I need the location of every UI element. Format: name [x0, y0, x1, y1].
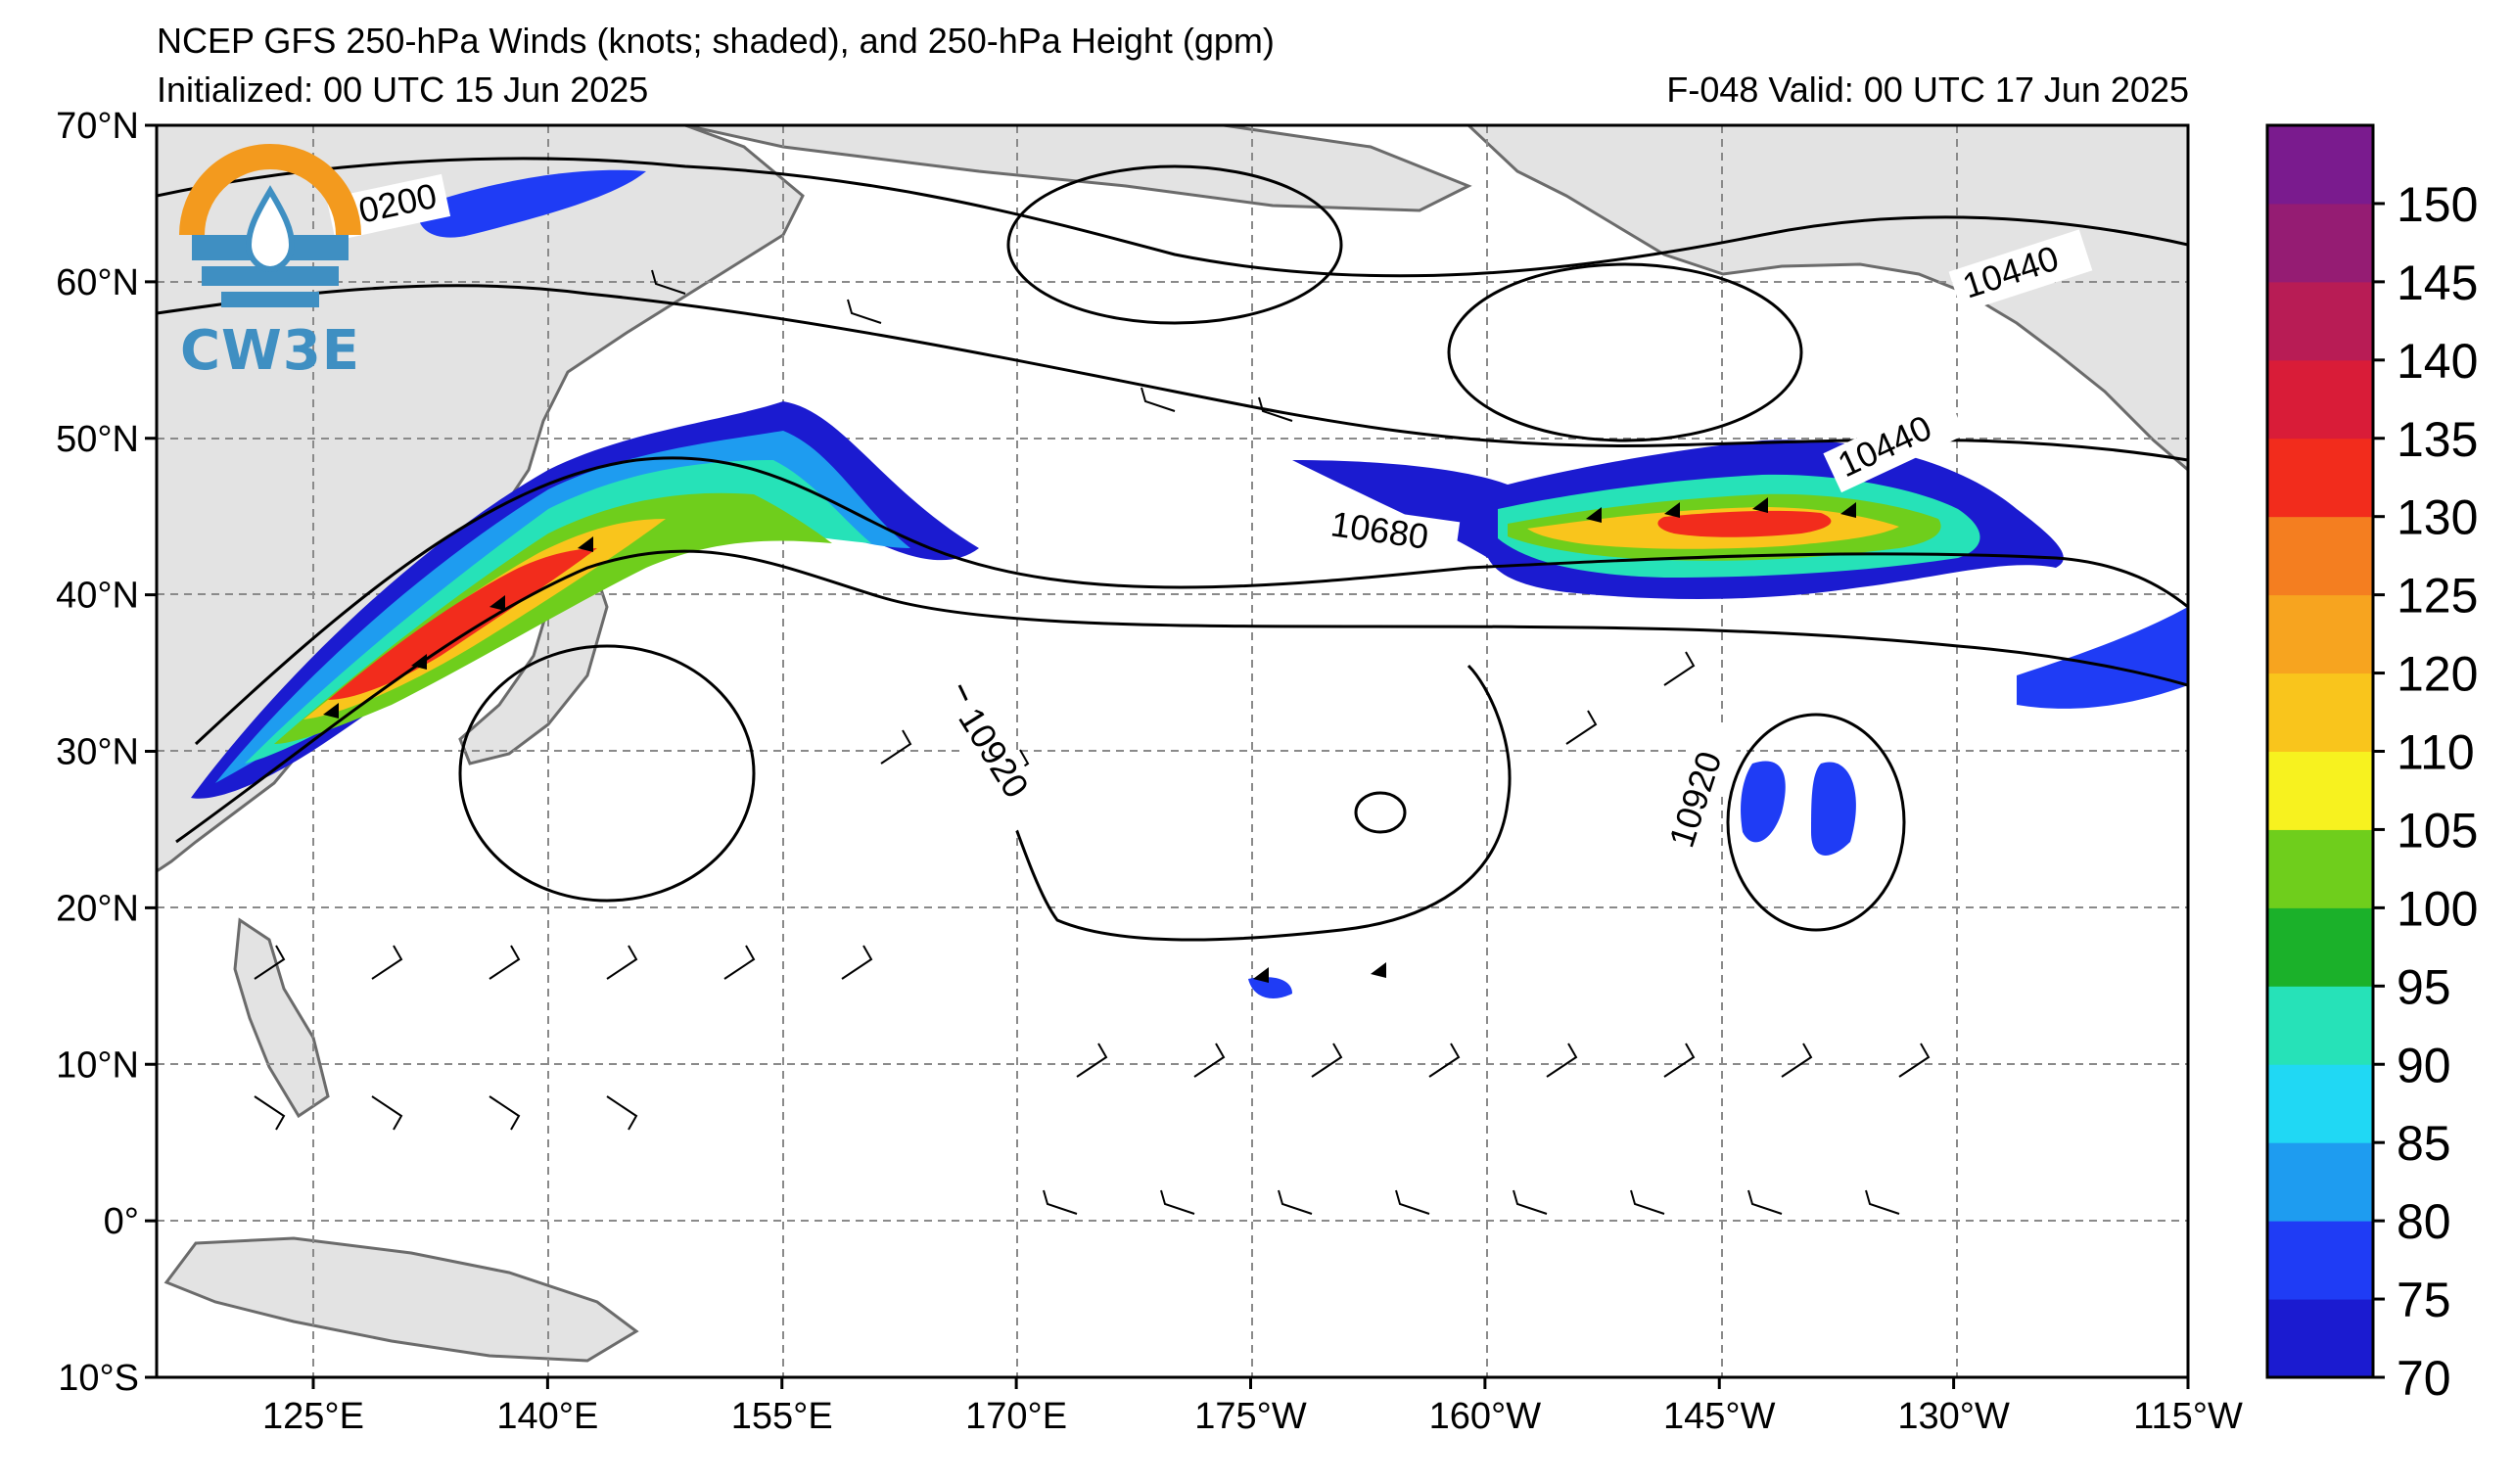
- y-tick-label: 20°N: [56, 888, 139, 929]
- colorbar-segment: [2267, 203, 2373, 283]
- colorbar-label: 110: [2397, 725, 2475, 780]
- colorbar-segment: [2267, 125, 2373, 205]
- x-tick-label: 170°E: [965, 1396, 1067, 1437]
- colorbar-label: 80: [2397, 1194, 2451, 1249]
- colorbar: 70 75 80 85 90 95 100 105 110 120 125 130 135 140 145 1…: [2265, 123, 2478, 1406]
- y-tick-label: 50°N: [56, 419, 139, 460]
- colorbar-segment: [2267, 751, 2373, 830]
- chart-title: NCEP GFS 250-hPa Winds (knots; shaded), …: [157, 21, 1275, 61]
- y-tick-label: 40°N: [56, 576, 139, 617]
- jet-shading-small: [418, 169, 1292, 998]
- y-tick-label: 0°: [104, 1201, 139, 1242]
- y-tick-label: 70°N: [56, 106, 139, 147]
- wind-flags: [323, 497, 1856, 983]
- colorbar-label: 120: [2397, 647, 2478, 702]
- initialized-time: Initialized: 00 UTC 15 Jun 2025: [157, 70, 649, 110]
- colorbar-segment: [2267, 907, 2373, 987]
- colorbar-segment: [2267, 829, 2373, 908]
- colorbar-segment: [2267, 594, 2373, 674]
- colorbar-segment: [2267, 516, 2373, 596]
- y-tick-label: 30°N: [56, 732, 139, 773]
- cw3e-logo-icon: [179, 144, 361, 307]
- colorbar-label: 70: [2397, 1351, 2451, 1406]
- axis-ticks: 125°E 140°E 155°E 170°E 175°W 160°W 145°W 130°W…: [56, 106, 2243, 1437]
- x-tick-label: 175°W: [1194, 1396, 1307, 1437]
- colorbar-segment: [2267, 281, 2373, 361]
- colorbar-label: 95: [2397, 959, 2451, 1014]
- y-tick-label: 60°N: [56, 262, 139, 303]
- colorbar-label: 90: [2397, 1038, 2451, 1092]
- x-tick-label: 155°E: [731, 1396, 833, 1437]
- alaska-land: [1466, 125, 2188, 472]
- colorbar-segment: [2267, 1142, 2373, 1222]
- x-tick-label: 160°W: [1429, 1396, 1542, 1437]
- colorbar-label: 150: [2397, 177, 2478, 232]
- colorbar-segment: [2267, 1064, 2373, 1143]
- gridlines: [157, 125, 2188, 1377]
- x-tick-label: 115°W: [2133, 1396, 2243, 1437]
- new-guinea-land: [163, 1236, 639, 1363]
- x-tick-label: 140°E: [496, 1396, 598, 1437]
- siberia-land: [684, 125, 1472, 212]
- colorbar-label: 145: [2397, 255, 2478, 310]
- y-tick-label: 10°N: [56, 1044, 139, 1086]
- colorbar-segment: [2267, 986, 2373, 1065]
- colorbar-label: 105: [2397, 803, 2478, 858]
- jet-shading-east: [1292, 440, 2188, 856]
- cw3e-logo-text: CW3E: [179, 319, 361, 383]
- colorbar-segment: [2267, 438, 2373, 518]
- colorbar-label: 75: [2397, 1273, 2451, 1327]
- colorbar-segment: [2267, 1299, 2373, 1378]
- colorbar-label: 135: [2397, 412, 2478, 467]
- height-contours: [157, 157, 2188, 942]
- colorbar-label: 100: [2397, 881, 2478, 936]
- x-tick-label: 145°W: [1663, 1396, 1776, 1437]
- x-tick-label: 130°W: [1897, 1396, 2010, 1437]
- jet-shading-west: [191, 401, 979, 799]
- map-area: [157, 125, 2188, 1377]
- valid-time: F-048 Valid: 00 UTC 17 Jun 2025: [1666, 70, 2189, 110]
- colorbar-segment: [2267, 672, 2373, 752]
- colorbar-segment: [2267, 1221, 2373, 1300]
- colorbar-label: 130: [2397, 490, 2478, 545]
- colorbar-label: 125: [2397, 569, 2478, 624]
- colorbar-label: 85: [2397, 1116, 2451, 1171]
- x-tick-label: 125°E: [262, 1396, 364, 1437]
- colorbar-segment: [2267, 359, 2373, 440]
- y-tick-label: 10°S: [58, 1358, 139, 1399]
- colorbar-label: 140: [2397, 334, 2478, 389]
- cw3e-logo: CW3E: [172, 137, 368, 392]
- wind-barbs: [254, 269, 1931, 1215]
